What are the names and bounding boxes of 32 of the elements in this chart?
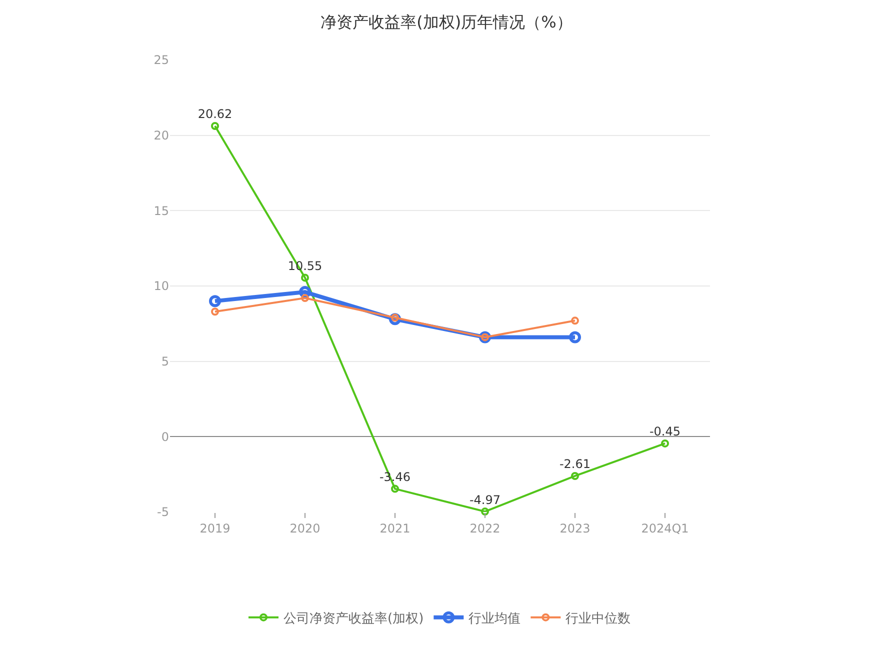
x-tick-label: 2021 [380,521,410,536]
y-tick-label: -5 [157,505,169,520]
point [571,472,579,480]
legend-label: 行业均值 [468,611,521,626]
y-tick-label: 25 [154,53,169,68]
point [211,308,219,316]
legend-label: 公司净资产收益率(加权) [284,610,424,626]
y-tick-label: 0 [161,430,169,444]
point [661,439,669,448]
x-tick-label: 2024Q1 [641,521,689,536]
point [571,316,579,325]
data-label: -2.61 [559,457,591,472]
x-tick-label: 2019 [200,521,230,536]
y-tick-label: 15 [154,204,169,218]
x-tick-label: 2022 [470,521,500,536]
point [391,484,399,493]
legend-label: 行业中位数 [566,611,631,626]
point [481,508,489,516]
data-label: -0.45 [649,424,681,439]
point [301,294,309,302]
y-tick-label: 5 [161,354,169,369]
point [569,331,581,344]
x-tick-label: 2020 [290,521,320,536]
data-label: -4.97 [469,492,501,507]
y-tick-label: 20 [154,128,169,143]
point [301,274,309,282]
point [211,122,219,130]
data-label: 20.62 [198,107,232,122]
y-tick-label: 10 [154,279,169,294]
chart-title: 净资产收益率(加权)历年情况（%） [320,12,572,32]
point [209,295,221,308]
x-tick-label: 2023 [560,521,590,536]
